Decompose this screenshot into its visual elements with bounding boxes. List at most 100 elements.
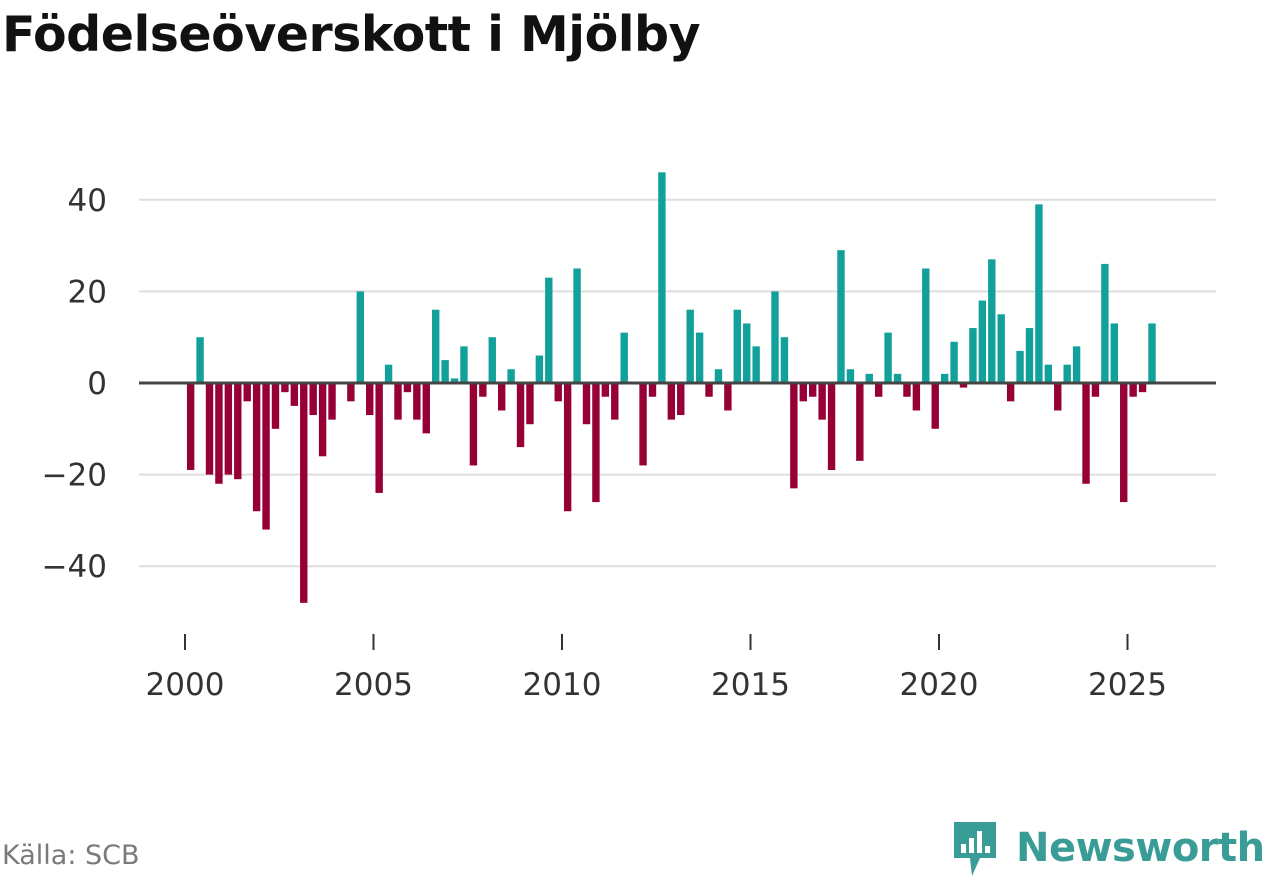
y-tick-label: 20 bbox=[68, 274, 107, 310]
bar bbox=[1120, 383, 1128, 503]
bar bbox=[422, 383, 430, 434]
bar bbox=[837, 250, 845, 383]
chart-title: Födelseöverskott i Mjölby bbox=[2, 6, 701, 63]
bar bbox=[1148, 323, 1156, 383]
bar bbox=[469, 383, 478, 466]
bar bbox=[752, 346, 760, 383]
y-tick-label: −20 bbox=[42, 458, 107, 494]
bar bbox=[535, 355, 544, 383]
y-tick-label: −40 bbox=[42, 549, 107, 585]
bar bbox=[997, 314, 1005, 383]
x-tick-label: 2020 bbox=[900, 667, 979, 703]
bar bbox=[507, 369, 515, 383]
bar bbox=[667, 383, 676, 420]
bar bbox=[186, 383, 195, 471]
bar bbox=[432, 309, 440, 383]
bar bbox=[262, 383, 270, 530]
bar bbox=[705, 383, 713, 397]
bar bbox=[1044, 364, 1053, 383]
bar bbox=[300, 383, 308, 603]
bar bbox=[318, 383, 327, 457]
bar bbox=[1016, 350, 1024, 383]
bar bbox=[1082, 383, 1090, 484]
y-tick-label: 0 bbox=[87, 366, 107, 402]
bar bbox=[780, 337, 789, 383]
source-label: Källa: SCB bbox=[2, 840, 140, 871]
bar bbox=[403, 383, 412, 393]
bar bbox=[1110, 323, 1119, 383]
bar bbox=[384, 364, 393, 383]
bar bbox=[818, 383, 826, 420]
bar bbox=[196, 337, 204, 383]
bar bbox=[592, 383, 600, 503]
bar bbox=[1025, 328, 1034, 383]
x-tick-label: 2025 bbox=[1088, 667, 1167, 703]
bar bbox=[903, 383, 911, 397]
bar bbox=[724, 383, 732, 411]
bar bbox=[394, 383, 402, 420]
bar bbox=[488, 337, 496, 383]
bar bbox=[884, 332, 892, 383]
bar bbox=[874, 383, 883, 397]
logo-icon bbox=[954, 822, 996, 876]
x-tick-label: 2000 bbox=[146, 667, 225, 703]
bar bbox=[252, 383, 261, 512]
bar bbox=[714, 369, 723, 383]
gridlines bbox=[139, 198, 1216, 568]
bar bbox=[686, 309, 694, 383]
bar bbox=[290, 383, 299, 406]
bar bbox=[940, 373, 949, 383]
bar bbox=[526, 383, 534, 425]
bar bbox=[1129, 383, 1137, 397]
bar bbox=[281, 383, 289, 393]
bar bbox=[366, 383, 374, 416]
bar bbox=[733, 309, 742, 383]
bar bbox=[695, 332, 704, 383]
y-axis-ticks: 40 20 0 −20 −40 bbox=[42, 183, 107, 585]
bar bbox=[215, 383, 223, 484]
bar bbox=[545, 277, 553, 383]
bar bbox=[497, 383, 506, 411]
bar bbox=[375, 383, 383, 493]
logo-text: Newsworthy bbox=[1016, 825, 1262, 871]
bar bbox=[1101, 263, 1109, 383]
bar bbox=[931, 383, 939, 429]
bar bbox=[1138, 383, 1147, 393]
bar bbox=[865, 373, 873, 383]
bar bbox=[554, 383, 562, 402]
bar bbox=[309, 383, 317, 416]
bars bbox=[186, 172, 1156, 603]
bar bbox=[771, 291, 779, 383]
bar bbox=[846, 369, 855, 383]
bar bbox=[620, 332, 628, 383]
x-tick-label: 2010 bbox=[523, 667, 602, 703]
bar bbox=[450, 378, 459, 383]
bar bbox=[460, 346, 468, 383]
bar bbox=[516, 383, 525, 448]
bar bbox=[573, 268, 581, 383]
bar bbox=[413, 383, 421, 420]
bar bbox=[563, 383, 572, 512]
bar bbox=[234, 383, 242, 480]
bar bbox=[479, 383, 487, 397]
newsworthy-logo[interactable]: Newsworthy bbox=[950, 818, 1262, 878]
bar bbox=[790, 383, 798, 489]
bar bbox=[1006, 383, 1015, 402]
bar bbox=[1035, 204, 1043, 383]
bar bbox=[959, 383, 968, 388]
bar bbox=[922, 268, 930, 383]
x-axis: 2000 2005 2010 2015 2020 2025 bbox=[146, 634, 1167, 703]
bar bbox=[988, 259, 996, 383]
bar bbox=[1091, 383, 1100, 397]
bar bbox=[639, 383, 647, 466]
bar bbox=[328, 383, 336, 420]
bar bbox=[978, 300, 987, 383]
bar bbox=[856, 383, 864, 461]
x-tick-label: 2015 bbox=[711, 667, 790, 703]
bar bbox=[347, 383, 355, 402]
bar bbox=[809, 383, 817, 397]
bar bbox=[582, 383, 591, 425]
bar bbox=[827, 383, 836, 471]
bar bbox=[648, 383, 657, 397]
